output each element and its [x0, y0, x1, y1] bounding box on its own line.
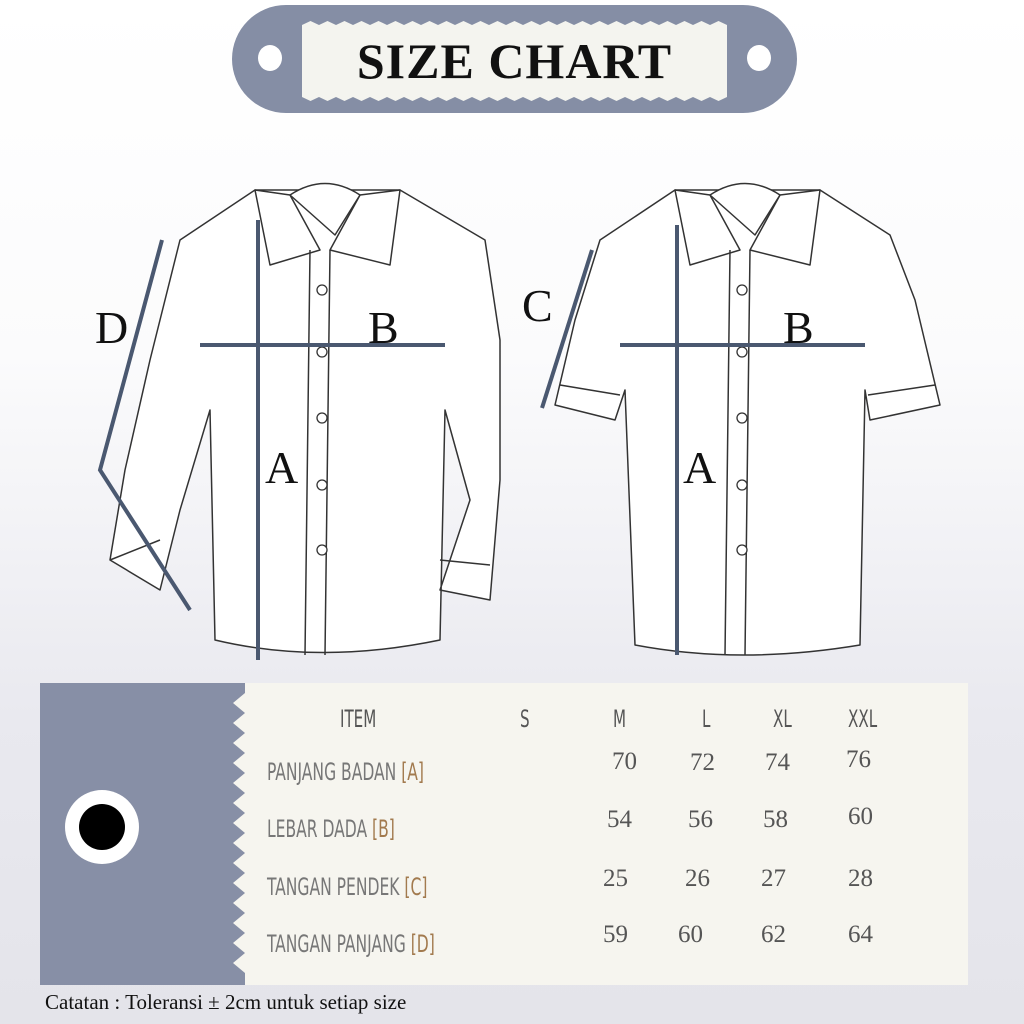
- cell-xxl: 28: [848, 865, 873, 892]
- banner-hole-left: [258, 45, 282, 71]
- cell-l: 26: [685, 865, 710, 892]
- ring-icon: [65, 790, 139, 864]
- short-sleeve-shirt: [554, 182, 941, 656]
- label-a-long: A: [265, 442, 299, 493]
- cell-m: 70: [612, 748, 637, 775]
- cell-xl: 74: [765, 749, 790, 776]
- header-l: L: [702, 705, 711, 733]
- long-sleeve-measure-lines: [97, 220, 445, 660]
- row-code: [A]: [401, 758, 424, 786]
- header-s: S: [520, 705, 530, 733]
- cell-l: 60: [678, 921, 703, 948]
- label-b-short: B: [783, 302, 814, 353]
- banner-label: SIZE CHART: [302, 21, 727, 101]
- label-a-short: A: [683, 442, 717, 493]
- label-c: C: [522, 280, 553, 331]
- long-sleeve-buttons: [316, 284, 328, 556]
- row-code: [B]: [372, 815, 395, 843]
- cell-xxl: 76: [846, 746, 871, 773]
- page-title: SIZE CHART: [356, 33, 673, 89]
- row-label: LEBAR DADA: [267, 815, 368, 843]
- cell-l: 56: [688, 806, 713, 833]
- cell-xl: 58: [763, 806, 788, 833]
- table-side-tab: [40, 683, 245, 985]
- measure-line-d: [97, 239, 192, 612]
- cell-l: 72: [690, 749, 715, 776]
- shirt-diagrams: [97, 182, 941, 660]
- cell-m: 25: [603, 865, 628, 892]
- short-sleeve-buttons: [736, 284, 748, 556]
- row-label: PANJANG BADAN: [267, 758, 397, 786]
- cell-m: 54: [607, 806, 632, 833]
- row-code: [D]: [410, 930, 435, 958]
- short-sleeve-measure-lines: [540, 225, 865, 655]
- row-label: TANGAN PANJANG: [267, 930, 406, 958]
- measure-line-c: [540, 249, 594, 409]
- tolerance-note: Catatan : Toleransi ± 2cm untuk setiap s…: [45, 990, 407, 1014]
- row-label: TANGAN PENDEK: [267, 873, 400, 901]
- banner-hole-right: [747, 45, 771, 71]
- label-d: D: [95, 302, 129, 353]
- size-chart-banner: SIZE CHART: [232, 5, 797, 113]
- header-xl: XL: [773, 705, 792, 733]
- long-sleeve-shirt: [109, 182, 501, 656]
- label-b-long: B: [368, 302, 399, 353]
- size-table: ITEM S M L XL XXL PANJANG BADAN [A] 70 7…: [40, 683, 968, 985]
- row-code: [C]: [404, 873, 428, 901]
- cell-xl: 27: [761, 865, 786, 892]
- header-m: M: [613, 705, 627, 733]
- cell-xxl: 64: [848, 921, 873, 948]
- cell-xl: 62: [761, 921, 786, 948]
- cell-m: 59: [603, 921, 628, 948]
- cell-xxl: 60: [848, 803, 873, 830]
- header-item: ITEM: [340, 705, 377, 733]
- header-xxl: XXL: [848, 705, 878, 733]
